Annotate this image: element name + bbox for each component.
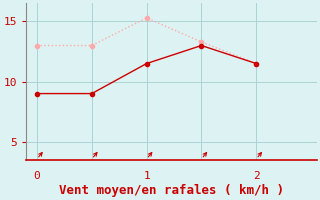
X-axis label: Vent moyen/en rafales ( km/h ): Vent moyen/en rafales ( km/h )	[59, 184, 284, 197]
